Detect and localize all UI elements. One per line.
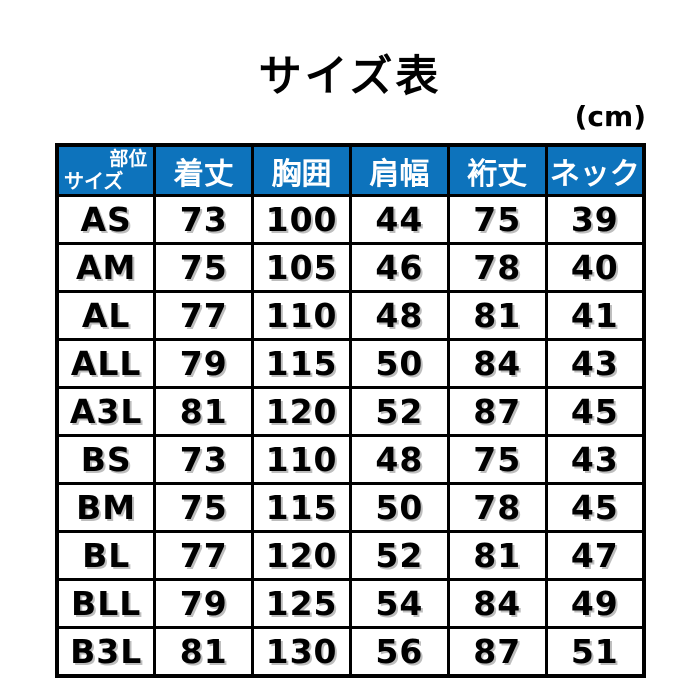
table-cell: 47 [544,530,646,581]
table-cell: 125 [251,578,352,629]
table-cell: 48 [348,290,450,341]
corner-col-header-label: 部位 [109,148,148,170]
table-cell: 87 [446,626,548,678]
table-cell: 49 [544,578,646,629]
table-cell: 54 [348,578,450,629]
table-cell: 78 [446,242,548,293]
table-cell: 79 [153,578,255,629]
table-cell: 115 [251,338,352,389]
table-cell: 41 [544,290,646,341]
column-header: 肩幅 [348,143,450,197]
table-cell: 39 [544,194,646,245]
table-cell: 81 [153,386,255,437]
header-row: 部位 サイズ 着丈 胸囲 肩幅 裄丈 ネック [55,143,646,197]
column-header: ネック [544,143,646,197]
corner-row-header-label: サイズ [64,169,124,193]
column-header: 着丈 [153,143,255,197]
size-table: 部位 サイズ 着丈 胸囲 肩幅 裄丈 ネック AS 73 100 44 75 39 AM 75 105 4… [55,143,646,678]
table-cell: 110 [251,434,352,485]
table-row: BS 73 110 48 75 43 [55,434,646,485]
table-cell: 45 [544,386,646,437]
table-cell: 75 [446,194,548,245]
table-cell: 77 [153,530,255,581]
table-cell: 120 [251,530,352,581]
row-size-label: AM [55,242,157,293]
table-row: AM 75 105 46 78 40 [55,242,646,293]
column-header: 裄丈 [446,143,548,197]
table-cell: 73 [153,194,255,245]
table-cell: 78 [446,482,548,533]
table-cell: 79 [153,338,255,389]
table-cell: 81 [446,290,548,341]
table-row: A3L 81 120 52 87 45 [55,386,646,437]
table-row: AS 73 100 44 75 39 [55,194,646,245]
table-cell: 110 [251,290,352,341]
row-size-label: A3L [55,386,157,437]
row-size-label: AS [55,194,157,245]
page-title: サイズ表 [258,52,442,102]
table-cell: 84 [446,338,548,389]
size-table-body: AS 73 100 44 75 39 AM 75 105 46 78 40 AL 77 110 48 81 41 A… [55,194,646,678]
table-cell: 50 [348,482,450,533]
table-row: B3L 81 130 56 87 51 [55,626,646,678]
table-cell: 50 [348,338,450,389]
table-cell: 45 [544,482,646,533]
table-cell: 75 [446,434,548,485]
table-cell: 52 [348,386,450,437]
table-row: BL 77 120 52 81 47 [55,530,646,581]
table-cell: 43 [544,434,646,485]
table-cell: 81 [153,626,255,678]
table-cell: 105 [251,242,352,293]
row-size-label: B3L [55,626,157,678]
row-size-label: BL [55,530,157,581]
table-row: ALL 79 115 50 84 43 [55,338,646,389]
table-cell: 77 [153,290,255,341]
table-cell: 52 [348,530,450,581]
table-cell: 84 [446,578,548,629]
table-cell: 48 [348,434,450,485]
size-table-header: 部位 サイズ 着丈 胸囲 肩幅 裄丈 ネック [55,143,646,197]
column-header: 胸囲 [251,143,352,197]
table-row: BM 75 115 50 78 45 [55,482,646,533]
table-cell: 120 [251,386,352,437]
row-size-label: BM [55,482,157,533]
row-size-label: BS [55,434,157,485]
table-cell: 81 [446,530,548,581]
table-cell: 46 [348,242,450,293]
table-cell: 115 [251,482,352,533]
table-cell: 75 [153,482,255,533]
table-cell: 73 [153,434,255,485]
table-cell: 51 [544,626,646,678]
table-cell: 43 [544,338,646,389]
unit-label: (cm) [574,100,646,133]
table-row: BLL 79 125 54 84 49 [55,578,646,629]
row-size-label: BLL [55,578,157,629]
corner-cell: 部位 サイズ [55,143,157,197]
row-size-label: AL [55,290,157,341]
table-cell: 87 [446,386,548,437]
table-row: AL 77 110 48 81 41 [55,290,646,341]
table-cell: 44 [348,194,450,245]
table-cell: 100 [251,194,352,245]
row-size-label: ALL [55,338,157,389]
table-cell: 130 [251,626,352,678]
table-cell: 75 [153,242,255,293]
table-cell: 56 [348,626,450,678]
table-cell: 40 [544,242,646,293]
